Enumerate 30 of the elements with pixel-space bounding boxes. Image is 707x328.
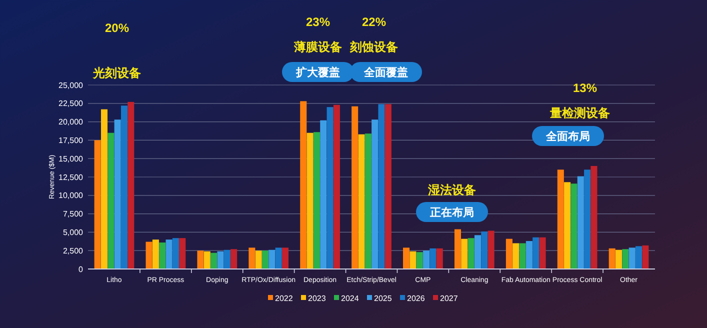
annotation: 正在布局 <box>429 206 474 219</box>
legend-label: 2025 <box>374 294 392 303</box>
legend-label: 2024 <box>341 294 360 303</box>
legend-label: 2027 <box>440 294 458 303</box>
y-tick-label: 2,500 <box>62 246 84 256</box>
text: 22% <box>362 15 386 30</box>
legend-label: 2022 <box>275 294 294 303</box>
y-tick-label: 12,500 <box>58 172 84 182</box>
y-tick-label: 10,000 <box>58 191 84 200</box>
y-tick-label: 22,500 <box>58 99 84 108</box>
legend-label: 2026 <box>407 294 426 303</box>
text: 20% <box>104 21 130 36</box>
y-tick-label: 15,000 <box>58 154 84 164</box>
text: 薄膜设备 <box>293 40 342 54</box>
annotation: 湿法设备 <box>427 183 476 198</box>
annotation: 量检测设备 <box>549 106 610 120</box>
text: 扩大覆盖 <box>295 66 340 79</box>
text: 23% <box>306 15 330 30</box>
text: 全面覆盖 <box>363 66 408 79</box>
y-tick-label: 17,500 <box>58 136 84 145</box>
y-tick-label: 5,000 <box>62 228 84 237</box>
y-tick-label: 20,000 <box>58 118 84 127</box>
y-tick-label: 25,000 <box>58 80 84 90</box>
y-tick-label: 7,500 <box>62 210 84 219</box>
text: 光刻设备 <box>92 66 141 80</box>
y-tick-label: 0 <box>78 264 84 274</box>
text: 刻蚀设备 <box>349 40 398 54</box>
legend-label: 2023 <box>308 294 326 303</box>
annotation: 13% <box>572 81 598 96</box>
annotation: 全面布局 <box>545 130 590 143</box>
